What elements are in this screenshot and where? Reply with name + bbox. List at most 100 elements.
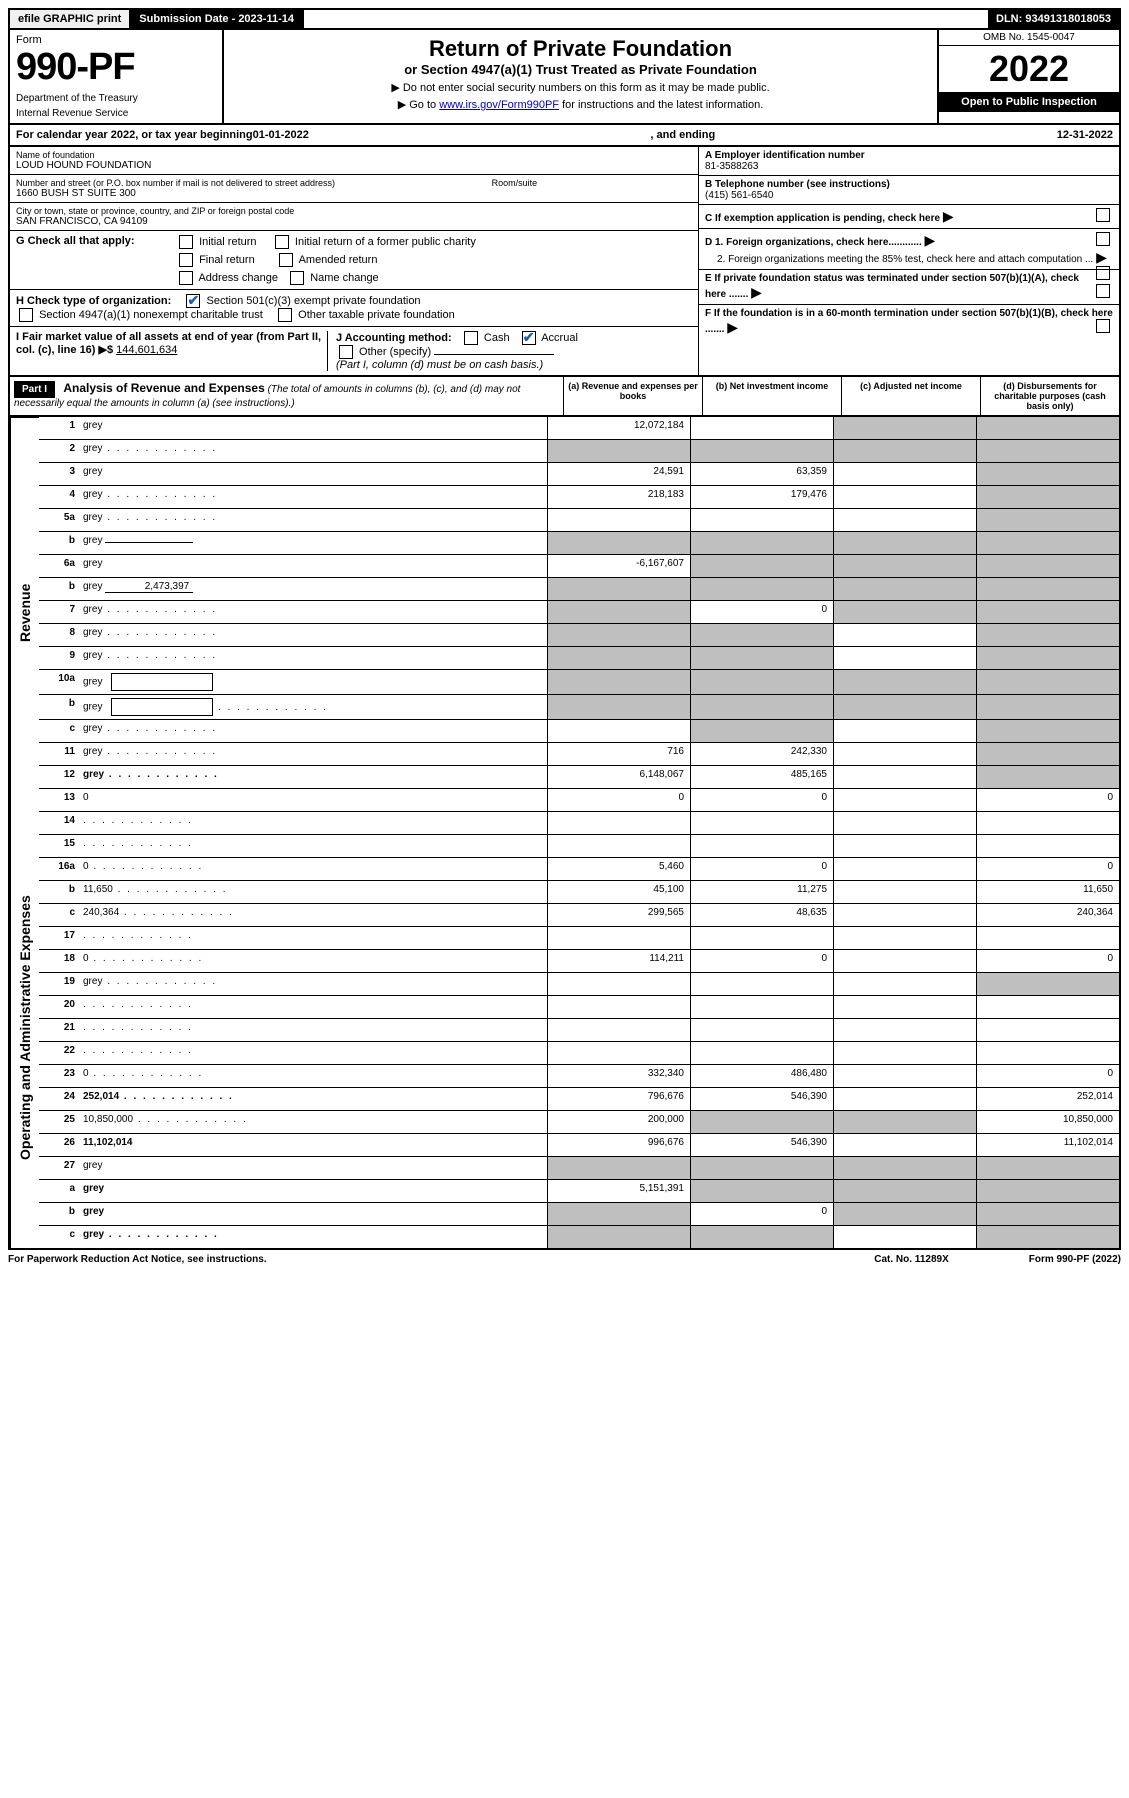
line-row: 7 grey 0 [39, 601, 1119, 624]
address-change-checkbox[interactable] [179, 271, 193, 285]
col-c [833, 695, 976, 719]
arrow-icon: ▶ [727, 319, 738, 335]
calendar-year-row: For calendar year 2022, or tax year begi… [8, 125, 1121, 147]
col-b: 0 [690, 1203, 833, 1225]
j-label: J Accounting method: [336, 332, 452, 344]
form-link[interactable]: www.irs.gov/Form990PF [439, 99, 559, 111]
col-c [833, 624, 976, 646]
header-right: OMB No. 1545-0047 2022 Open to Public In… [937, 30, 1119, 123]
line-num: 17 [39, 927, 79, 949]
col-a [547, 996, 690, 1018]
j-accrual: Accrual [541, 332, 578, 344]
d1-label: D 1. Foreign organizations, check here..… [705, 237, 922, 248]
col-d [976, 835, 1119, 857]
4947-checkbox[interactable] [19, 308, 33, 322]
amended-return-checkbox[interactable] [279, 253, 293, 267]
col-a: 200,000 [547, 1111, 690, 1133]
501c3-checkbox[interactable] [186, 294, 200, 308]
final-return-checkbox[interactable] [179, 253, 193, 267]
line-num: 26 [39, 1134, 79, 1156]
col-a: 45,100 [547, 881, 690, 903]
line-row: a grey 5,151,391 [39, 1180, 1119, 1203]
instr-2-pre: ▶ Go to [398, 99, 439, 111]
col-a [547, 1226, 690, 1248]
line-desc: grey [79, 1203, 547, 1225]
e-checkbox[interactable] [1096, 284, 1110, 298]
irs-label: Internal Revenue Service [16, 108, 216, 119]
line-row: 21 [39, 1019, 1119, 1042]
line-desc: grey [79, 463, 547, 485]
col-c [833, 1203, 976, 1225]
cash-checkbox[interactable] [464, 331, 478, 345]
line-num: a [39, 1180, 79, 1202]
part1-label: Part I [14, 381, 55, 398]
col-b [690, 1111, 833, 1133]
col-a: 6,148,067 [547, 766, 690, 788]
line-row: 23 0 332,340486,4800 [39, 1065, 1119, 1088]
footer-right: Form 990-PF (2022) [1029, 1254, 1121, 1265]
col-b [690, 720, 833, 742]
other-method-checkbox[interactable] [339, 345, 353, 359]
col-a: 12,072,184 [547, 417, 690, 439]
instr-1: ▶ Do not enter social security numbers o… [230, 81, 931, 94]
h1: Section 501(c)(3) exempt private foundat… [207, 295, 421, 307]
col-d [976, 996, 1119, 1018]
accrual-checkbox[interactable] [522, 331, 536, 345]
d1-checkbox[interactable] [1096, 232, 1110, 246]
ein-label: A Employer identification number [705, 150, 1113, 161]
line-desc: grey [79, 440, 547, 462]
part1-desc: Part I Analysis of Revenue and Expenses … [10, 377, 563, 415]
footer-mid: Cat. No. 11289X [874, 1254, 948, 1265]
info-left: Name of foundation LOUD HOUND FOUNDATION… [10, 147, 698, 375]
submission-date: Submission Date - 2023-11-14 [131, 10, 304, 28]
other-taxable-checkbox[interactable] [278, 308, 292, 322]
col-a [547, 578, 690, 600]
col-b [690, 1180, 833, 1202]
line-desc: grey [79, 624, 547, 646]
col-c [833, 647, 976, 669]
col-d [976, 1042, 1119, 1064]
j-note: (Part I, column (d) must be on cash basi… [336, 359, 543, 371]
col-b: 0 [690, 858, 833, 880]
cal-end: 12-31-2022 [1057, 129, 1113, 141]
col-c-hdr: (c) Adjusted net income [841, 377, 980, 415]
col-b: 546,390 [690, 1088, 833, 1110]
name-label: Name of foundation [16, 150, 692, 160]
col-b [690, 695, 833, 719]
j-cash: Cash [484, 332, 510, 344]
col-c [833, 509, 976, 531]
e-cell: E If private foundation status was termi… [699, 270, 1119, 305]
line-num: 18 [39, 950, 79, 972]
line-desc: grey [79, 973, 547, 995]
col-c [833, 1065, 976, 1087]
col-a: 24,591 [547, 463, 690, 485]
f-checkbox[interactable] [1096, 319, 1110, 333]
line-row: c 240,364 299,56548,635240,364 [39, 904, 1119, 927]
col-d [976, 973, 1119, 995]
line-num: 6a [39, 555, 79, 577]
col-d [976, 509, 1119, 531]
line-row: 26 11,102,014 996,676546,39011,102,014 [39, 1134, 1119, 1157]
col-a: 716 [547, 743, 690, 765]
col-a: 332,340 [547, 1065, 690, 1087]
col-a: 5,151,391 [547, 1180, 690, 1202]
col-c [833, 904, 976, 926]
addr-cell: Number and street (or P.O. box number if… [10, 175, 698, 203]
efile-button[interactable]: efile GRAPHIC print [10, 10, 131, 28]
col-d [976, 1203, 1119, 1225]
col-b [690, 812, 833, 834]
col-d: 0 [976, 789, 1119, 811]
line-desc [79, 812, 547, 834]
col-a [547, 1019, 690, 1041]
header-left: Form 990-PF Department of the Treasury I… [10, 30, 224, 123]
col-d [976, 555, 1119, 577]
c-checkbox[interactable] [1096, 208, 1110, 222]
instr-2-post: for instructions and the latest informat… [562, 99, 763, 111]
col-b: 0 [690, 950, 833, 972]
line-row: 8 grey [39, 624, 1119, 647]
initial-return-checkbox[interactable] [179, 235, 193, 249]
name-change-checkbox[interactable] [290, 271, 304, 285]
col-c [833, 927, 976, 949]
col-a: 796,676 [547, 1088, 690, 1110]
initial-former-checkbox[interactable] [275, 235, 289, 249]
